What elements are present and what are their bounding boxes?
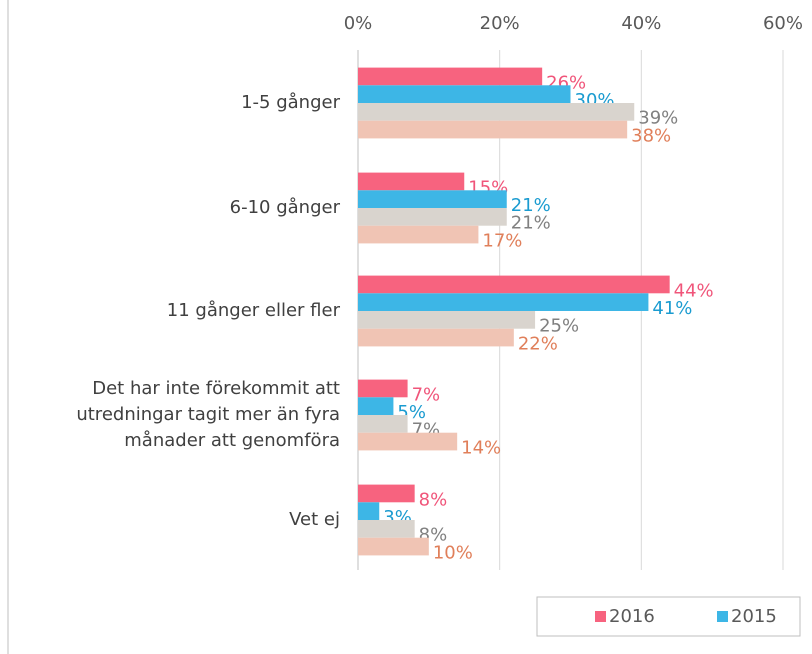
bar: [358, 275, 670, 294]
legend-swatch: [717, 611, 728, 622]
data-label: 38%: [631, 125, 671, 146]
data-label: 17%: [482, 230, 522, 251]
bar: [358, 225, 479, 244]
data-label: 41%: [652, 298, 692, 319]
bar: [358, 484, 415, 503]
x-tick-label: 60%: [763, 13, 803, 34]
bar: [358, 120, 628, 139]
data-label: 10%: [433, 542, 473, 563]
category-label: 1-5 gånger: [241, 92, 340, 113]
bar: [358, 328, 514, 347]
bar: [358, 67, 543, 86]
bar: [358, 379, 408, 398]
bar: [358, 172, 465, 191]
bar: [358, 190, 507, 208]
legend-box: [536, 596, 801, 637]
x-tick-label: 40%: [621, 13, 661, 34]
data-label: 14%: [461, 437, 501, 458]
bar: [358, 208, 507, 226]
data-label: 21%: [511, 195, 551, 216]
category-label: Vet ej: [289, 509, 340, 530]
category-label: 6-10 gånger: [229, 197, 340, 218]
bar: [358, 85, 571, 103]
bar: [358, 311, 536, 329]
legend-swatch: [595, 611, 606, 622]
data-label: 39%: [638, 108, 678, 129]
legend-label: 2016: [609, 606, 655, 627]
legend-label: 2015: [731, 606, 777, 627]
bar: [358, 397, 394, 415]
x-tick-label: 20%: [480, 13, 520, 34]
bar: [358, 103, 635, 121]
bar: [358, 293, 649, 311]
category-label: Det har inte förekommit att utredningar …: [76, 378, 340, 451]
data-label: 8%: [419, 489, 448, 510]
bar: [358, 415, 408, 433]
data-label: 7%: [412, 384, 441, 405]
data-label: 21%: [511, 213, 551, 234]
data-label: 25%: [539, 316, 579, 337]
bar: [358, 502, 380, 520]
bar: [358, 432, 458, 451]
data-label: 44%: [674, 280, 714, 301]
data-label: 22%: [518, 333, 558, 354]
bar: [358, 537, 429, 556]
bar: [358, 520, 415, 538]
category-label: 11 gånger eller fler: [166, 300, 340, 321]
x-tick-label: 0%: [344, 13, 373, 34]
